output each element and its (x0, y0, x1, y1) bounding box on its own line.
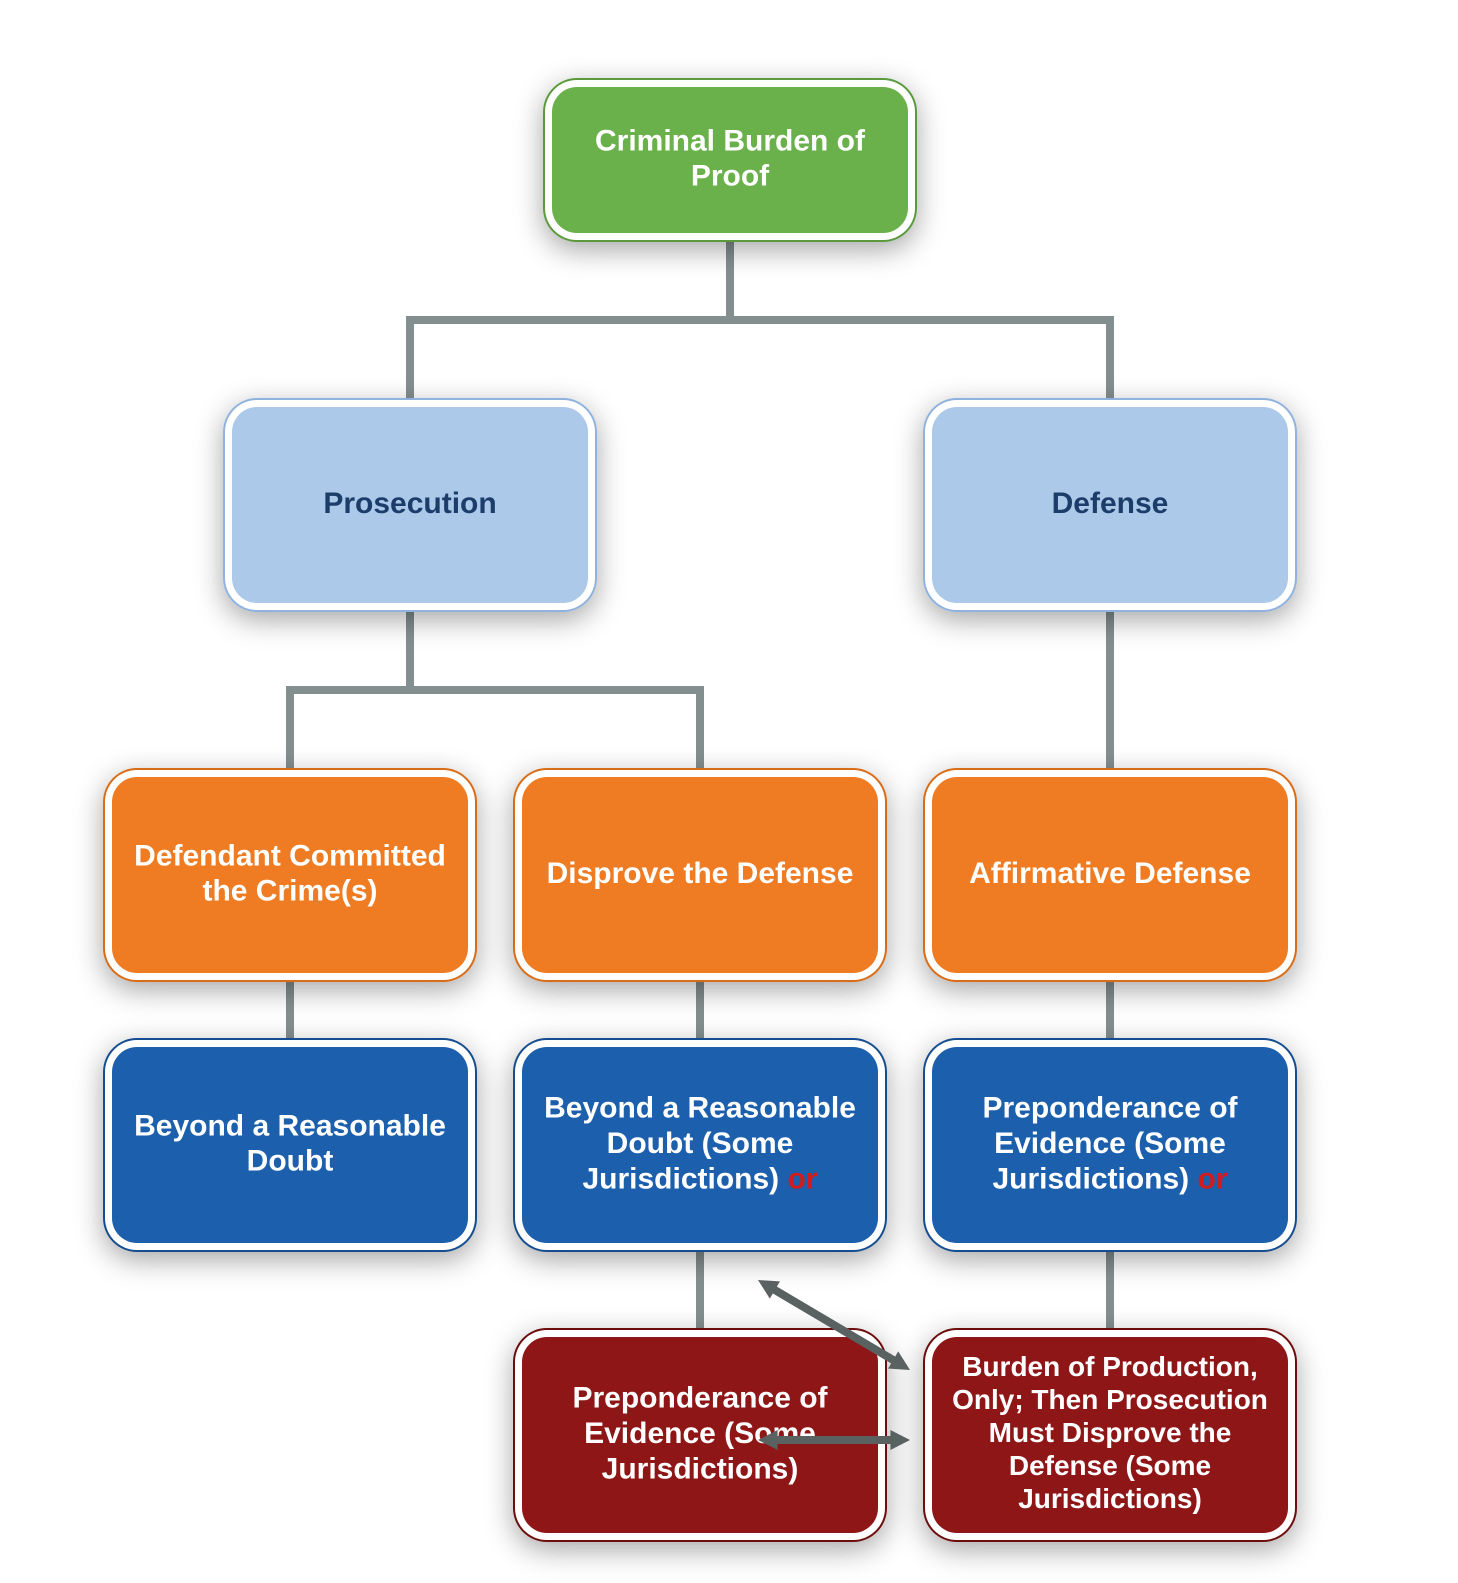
node-disprove-defense: Disprove the Defense (513, 768, 887, 982)
node-root: Criminal Burden ofProof (543, 78, 917, 242)
node-beyond-doubt-1: Beyond a ReasonableDoubt (103, 1038, 477, 1252)
node-label: Preponderance ofEvidence (SomeJurisdicti… (982, 1092, 1238, 1196)
node-preponderance-2: Preponderance ofEvidence (SomeJurisdicti… (513, 1328, 887, 1542)
node-label: Disprove the Defense (547, 857, 854, 890)
node-defendant-committed: Defendant Committedthe Crime(s) (103, 768, 477, 982)
node-beyond-doubt-2: Beyond a ReasonableDoubt (SomeJurisdicti… (513, 1038, 887, 1252)
flowchart-diagram: Criminal Burden ofProof Prosecution Defens… (0, 0, 1458, 1583)
node-label: Preponderance ofEvidence (SomeJurisdicti… (572, 1382, 828, 1486)
node-affirmative-defense: Affirmative Defense (923, 768, 1297, 982)
node-label: Defense (1052, 487, 1169, 520)
node-label: Affirmative Defense (969, 857, 1251, 890)
node-label: Prosecution (323, 487, 496, 520)
node-prosecution: Prosecution (223, 398, 597, 612)
node-burden-production: Burden of Production,Only; Then Prosecut… (923, 1328, 1297, 1542)
node-preponderance-1: Preponderance ofEvidence (SomeJurisdicti… (923, 1038, 1297, 1252)
node-defense: Defense (923, 398, 1297, 612)
